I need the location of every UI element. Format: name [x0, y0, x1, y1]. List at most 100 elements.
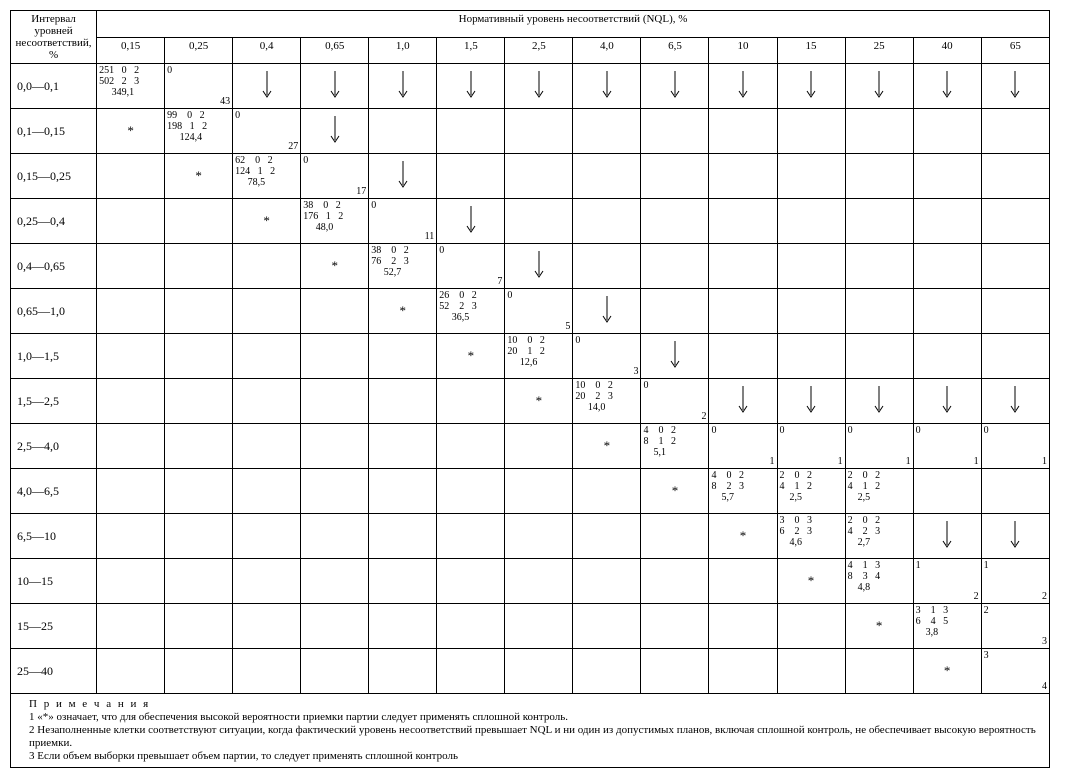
cell: [641, 514, 709, 559]
col-header: 25: [845, 37, 913, 64]
cell: [709, 604, 777, 649]
cell: [641, 604, 709, 649]
cell: [505, 109, 573, 154]
cell: [301, 289, 369, 334]
cell: [437, 604, 505, 649]
span-header: Нормативный уровень несоответствий (NQL)…: [97, 11, 1050, 38]
cell: [233, 604, 301, 649]
cell: [165, 334, 233, 379]
table-row: 0,0—0,1251 0 2 502 2 3 349,1043: [11, 64, 1050, 109]
cell: [301, 109, 369, 154]
row-label: 0,1—0,15: [11, 109, 97, 154]
cell: [641, 559, 709, 604]
row-label: 1,5—2,5: [11, 379, 97, 424]
cell: [981, 199, 1049, 244]
col-header: 10: [709, 37, 777, 64]
cell: [709, 154, 777, 199]
col-header: 6,5: [641, 37, 709, 64]
col-header-row: 0,150,250,40,651,01,52,54,06,51015254065: [11, 37, 1050, 64]
cell: [369, 154, 437, 199]
cell: [165, 289, 233, 334]
cell: [913, 244, 981, 289]
cell: [437, 424, 505, 469]
cell: [97, 334, 165, 379]
cell: [233, 64, 301, 109]
cell: [97, 199, 165, 244]
cell: [233, 244, 301, 289]
cell: *: [97, 109, 165, 154]
cell: [709, 109, 777, 154]
cell: [777, 379, 845, 424]
cell: [709, 379, 777, 424]
cell: [233, 514, 301, 559]
col-header: 0,65: [301, 37, 369, 64]
cell: 4 0 2 8 1 2 5,1: [641, 424, 709, 469]
notes-block: П р и м е ч а н и я 1 «*» означает, что …: [10, 694, 1050, 768]
cell: [437, 109, 505, 154]
cell: 12: [981, 559, 1049, 604]
cell: [573, 109, 641, 154]
cell: [709, 289, 777, 334]
cell: [165, 199, 233, 244]
cell: [233, 649, 301, 694]
cell: *: [641, 469, 709, 514]
cell: [845, 289, 913, 334]
col-header: 40: [913, 37, 981, 64]
cell: [233, 469, 301, 514]
cell: [573, 649, 641, 694]
cell: [845, 109, 913, 154]
cell: [709, 334, 777, 379]
cell: [165, 469, 233, 514]
cell: [505, 604, 573, 649]
cell: [97, 604, 165, 649]
cell: [641, 649, 709, 694]
col-header: 1,0: [369, 37, 437, 64]
cell: [165, 424, 233, 469]
cell: [301, 424, 369, 469]
cell: [233, 559, 301, 604]
col-header: 15: [777, 37, 845, 64]
cell: [301, 334, 369, 379]
table-row: 0,15—0,25*62 0 2 124 1 2 78,5017: [11, 154, 1050, 199]
col-header: 0,25: [165, 37, 233, 64]
cell: [777, 64, 845, 109]
table-body: 0,0—0,1251 0 2 502 2 3 349,10430,1—0,15*…: [11, 64, 1050, 694]
cell: [301, 649, 369, 694]
cell: [573, 154, 641, 199]
cell: [641, 154, 709, 199]
cell: [981, 244, 1049, 289]
cell: [233, 424, 301, 469]
cell: [709, 559, 777, 604]
cell: [97, 289, 165, 334]
cell: [573, 199, 641, 244]
cell: [505, 649, 573, 694]
cell: [301, 469, 369, 514]
cell: [301, 64, 369, 109]
cell: *: [845, 604, 913, 649]
cell: 23: [981, 604, 1049, 649]
cell: [641, 289, 709, 334]
cell: 38 0 2 76 2 3 52,7: [369, 244, 437, 289]
cell: [641, 64, 709, 109]
cell: *: [709, 514, 777, 559]
cell: [301, 379, 369, 424]
cell: [913, 289, 981, 334]
cell: [301, 604, 369, 649]
cell: [845, 379, 913, 424]
nql-table: Интервал уровней несоответствий, % Норма…: [10, 10, 1050, 694]
note-2: 2 Незаполненные клетки соответствуют сит…: [29, 724, 1036, 749]
col-header: 2,5: [505, 37, 573, 64]
table-row: 0,1—0,15*99 0 2 198 1 2 124,4027: [11, 109, 1050, 154]
cell: [845, 244, 913, 289]
rowhead-title: Интервал уровней несоответствий, %: [11, 11, 97, 64]
table-row: 4,0—6,5*4 0 2 8 2 3 5,72 0 2 4 1 2 2,52 …: [11, 469, 1050, 514]
row-label: 1,0—1,5: [11, 334, 97, 379]
row-label: 0,4—0,65: [11, 244, 97, 289]
cell: [913, 379, 981, 424]
cell: [981, 514, 1049, 559]
cell: [369, 649, 437, 694]
cell: 251 0 2 502 2 3 349,1: [97, 64, 165, 109]
cell: [777, 154, 845, 199]
cell: [165, 244, 233, 289]
cell: 4 1 3 8 3 4 4,8: [845, 559, 913, 604]
